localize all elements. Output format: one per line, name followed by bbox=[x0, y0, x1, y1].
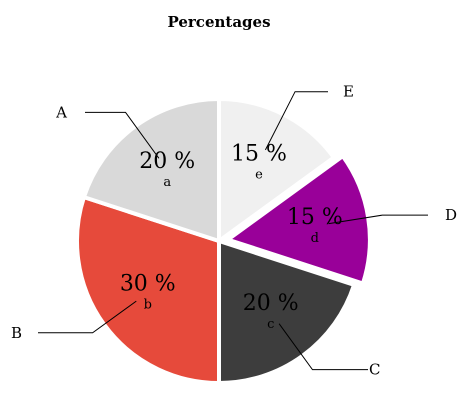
slice-sublabel-e: e bbox=[255, 168, 263, 183]
slice-sublabel-d: d bbox=[311, 231, 319, 246]
chart-title: Percentages bbox=[167, 13, 270, 31]
slice-sublabel-b: b bbox=[144, 298, 152, 313]
callout-leader-a bbox=[85, 111, 160, 159]
callout-label-E: E bbox=[343, 83, 354, 101]
callout-label-A: A bbox=[55, 103, 67, 121]
callout-label-B: B bbox=[11, 324, 22, 342]
callout-label-D: D bbox=[445, 206, 457, 224]
slice-sublabel-a: a bbox=[163, 175, 171, 190]
slice-sublabel-c: c bbox=[267, 317, 274, 332]
slice-value-label-e: 15 % bbox=[231, 142, 287, 167]
callout-leader-e bbox=[264, 91, 328, 151]
slice-value-label-c: 20 % bbox=[243, 291, 299, 316]
slice-value-label-a: 20 % bbox=[139, 149, 195, 174]
callout-leader-b bbox=[38, 300, 137, 334]
callout-leader-c bbox=[278, 323, 368, 371]
callout-leader-d bbox=[328, 214, 428, 225]
callout-label-C: C bbox=[369, 361, 380, 379]
slice-value-label-b: 30 % bbox=[120, 272, 176, 297]
slice-value-label-d: 15 % bbox=[287, 205, 343, 230]
